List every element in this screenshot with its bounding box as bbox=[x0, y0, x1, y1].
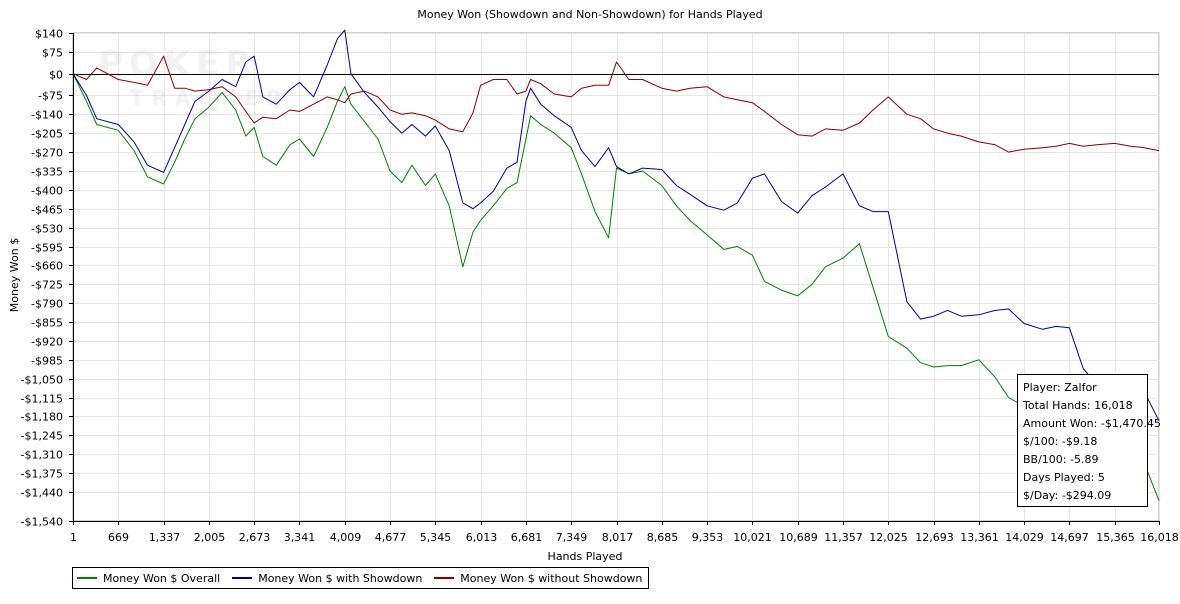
y-tick-label: -$1,050 bbox=[21, 374, 63, 387]
chart-legend: Money Won $ Overall Money Won $ with Sho… bbox=[72, 567, 650, 589]
x-tick-label: 669 bbox=[108, 531, 129, 544]
x-tick-label: 14,029 bbox=[1005, 531, 1044, 544]
info-total-hands: Total Hands: 16,018 bbox=[1023, 399, 1133, 412]
x-axis-label: Hands Played bbox=[548, 550, 623, 563]
legend-swatch-non-showdown bbox=[434, 577, 455, 579]
series-line-showdown bbox=[72, 29, 1160, 422]
legend-swatch-showdown bbox=[232, 577, 253, 579]
y-tick-label: -$465 bbox=[31, 204, 63, 217]
info-amount-won: Amount Won: -$1,470.45 bbox=[1023, 417, 1161, 430]
y-tick-label: -$725 bbox=[31, 279, 63, 292]
legend-label-showdown: Money Won $ with Showdown bbox=[258, 571, 423, 585]
y-tick-label: $140 bbox=[35, 28, 63, 41]
x-tick-label: 4,009 bbox=[330, 531, 362, 544]
y-tick-label: -$1,440 bbox=[21, 487, 63, 500]
x-tick-label: 16,018 bbox=[1140, 531, 1179, 544]
y-tick-label: -$660 bbox=[31, 260, 63, 273]
series-line-non-showdown bbox=[72, 55, 1160, 153]
y-tick-label: -$920 bbox=[31, 336, 63, 349]
y-tick-label: -$855 bbox=[31, 317, 63, 330]
y-tick-label: -$1,540 bbox=[21, 516, 63, 529]
series-layer bbox=[72, 29, 1160, 501]
x-tick-label: 1,337 bbox=[149, 531, 181, 544]
y-tick-label: $75 bbox=[42, 47, 63, 60]
x-tick-label: 8,017 bbox=[602, 531, 634, 544]
x-tick-label: 10,021 bbox=[733, 531, 772, 544]
legend-swatch-overall bbox=[77, 577, 97, 579]
x-tick-label: 5,345 bbox=[420, 531, 452, 544]
legend-label-non-showdown: Money Won $ without Showdown bbox=[460, 571, 643, 585]
info-dollars-per-day: $/Day: -$294.09 bbox=[1023, 489, 1112, 502]
info-days-played: Days Played: 5 bbox=[1023, 471, 1105, 484]
info-dollars-per-100: $/100: -$9.18 bbox=[1023, 435, 1098, 448]
x-tick-label: 4,677 bbox=[375, 531, 407, 544]
x-tick-label: 12,693 bbox=[915, 531, 954, 544]
axes-layer: $140 $75 $0 -$75 -$140 -$205 -$270 -$335 -$400 -$… bbox=[21, 28, 1179, 545]
y-tick-label: -$790 bbox=[31, 298, 63, 311]
chart-title: Money Won (Showdown and Non-Showdown) fo… bbox=[417, 8, 762, 21]
x-tick-label: 14,697 bbox=[1050, 531, 1089, 544]
legend-item-non-showdown: Money Won $ without Showdown bbox=[434, 572, 642, 585]
y-tick-label: -$595 bbox=[31, 242, 63, 255]
watermark-logo-sub: TRACKER bbox=[130, 86, 290, 110]
y-tick-label: -$1,310 bbox=[21, 449, 63, 462]
legend-item-overall: Money Won $ Overall bbox=[77, 572, 220, 585]
player-stats-tooltip: Player: Zalfor Total Hands: 16,018 Amoun… bbox=[1017, 374, 1161, 507]
grid-layer bbox=[72, 32, 1160, 522]
info-bb-per-100: BB/100: -5.89 bbox=[1023, 453, 1099, 466]
x-tick-label: 1 bbox=[70, 531, 77, 544]
x-tick-label: 2,005 bbox=[194, 531, 226, 544]
legend-label-overall: Money Won $ Overall bbox=[103, 571, 221, 585]
y-axis-label: Money Won $ bbox=[8, 238, 21, 312]
x-tick-label: 9,353 bbox=[692, 531, 724, 544]
y-tick-label: -$985 bbox=[31, 355, 63, 368]
y-tick-label: -$1,115 bbox=[21, 393, 63, 406]
y-tick-label: -$140 bbox=[31, 109, 63, 122]
info-player: Player: Zalfor bbox=[1023, 381, 1097, 394]
y-tick-label: -$270 bbox=[31, 147, 63, 160]
x-tick-label: 11,357 bbox=[824, 531, 863, 544]
x-tick-label: 8,685 bbox=[647, 531, 679, 544]
x-tick-label: 7,349 bbox=[556, 531, 588, 544]
y-tick-label: -$530 bbox=[31, 223, 63, 236]
x-tick-label: 3,341 bbox=[284, 531, 316, 544]
x-tick-label: 6,681 bbox=[511, 531, 543, 544]
x-tick-label: 10,689 bbox=[779, 531, 818, 544]
y-tick-label: -$1,375 bbox=[21, 468, 63, 481]
x-tick-label: 13,361 bbox=[960, 531, 999, 544]
y-tick-label: -$1,245 bbox=[21, 430, 63, 443]
y-tick-label: $0 bbox=[49, 69, 63, 82]
y-tick-label: -$205 bbox=[31, 128, 63, 141]
y-tick-label: -$400 bbox=[31, 185, 63, 198]
x-tick-label: 2,673 bbox=[239, 531, 271, 544]
legend-item-showdown: Money Won $ with Showdown bbox=[232, 572, 422, 585]
y-tick-label: -$1,180 bbox=[21, 411, 63, 424]
y-tick-label: -$335 bbox=[31, 166, 63, 179]
x-tick-label: 12,025 bbox=[869, 531, 908, 544]
y-tick-label: -$75 bbox=[38, 90, 63, 103]
watermark-logo: POKER bbox=[98, 44, 258, 84]
x-tick-label: 15,365 bbox=[1096, 531, 1135, 544]
x-tick-label: 6,013 bbox=[466, 531, 498, 544]
series-line-overall bbox=[72, 73, 1160, 501]
